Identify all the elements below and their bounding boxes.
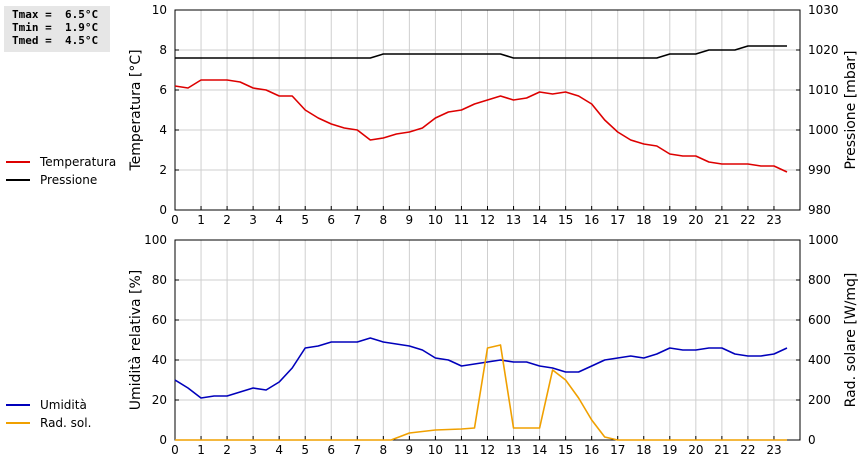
y2-tick-label: 1030 [808, 3, 839, 17]
x-tick-label: 3 [249, 443, 257, 457]
x-tick-label: 16 [584, 443, 599, 457]
x-tick-label: 22 [740, 443, 755, 457]
x-tick-label: 20 [688, 443, 703, 457]
x-tick-label: 12 [480, 443, 495, 457]
y2-tick-label: 0 [808, 433, 816, 447]
series-line-rad-sol- [175, 344, 787, 441]
x-tick-label: 16 [584, 213, 599, 227]
x-tick-label: 1 [197, 443, 205, 457]
x-tick-label: 5 [301, 213, 309, 227]
x-tick-label: 23 [766, 443, 781, 457]
legend-item: Pressione [6, 171, 116, 189]
y2-tick-label: 980 [808, 203, 831, 217]
x-tick-label: 13 [506, 213, 521, 227]
stats-box: Tmax = 6.5°C Tmin = 1.9°C Tmed = 4.5°C [4, 6, 110, 52]
legend-label: Pressione [40, 173, 98, 187]
legend-item: Rad. sol. [6, 414, 91, 432]
y-tick-label: 40 [152, 353, 167, 367]
x-tick-label: 22 [740, 213, 755, 227]
y-axis-title: Umidità relativa [%] [128, 270, 144, 411]
x-tick-label: 14 [532, 443, 547, 457]
x-tick-label: 10 [428, 213, 443, 227]
x-tick-label: 12 [480, 213, 495, 227]
y-axis-title: Temperatura [°C] [128, 49, 144, 171]
x-tick-label: 8 [380, 443, 388, 457]
x-tick-label: 18 [636, 443, 651, 457]
series-line-pressione [175, 45, 787, 59]
x-tick-label: 1 [197, 213, 205, 227]
x-tick-label: 13 [506, 443, 521, 457]
y2-tick-label: 1010 [808, 83, 839, 97]
legend-item: Umidità [6, 396, 91, 414]
y2-tick-label: 1000 [808, 123, 839, 137]
y-tick-label: 100 [144, 233, 167, 247]
x-tick-label: 7 [353, 443, 361, 457]
legend-swatch [6, 161, 30, 163]
legend-top: Temperatura Pressione [6, 153, 116, 189]
y-tick-label: 6 [159, 83, 167, 97]
x-tick-label: 11 [454, 443, 469, 457]
x-tick-label: 23 [766, 213, 781, 227]
y-tick-label: 2 [159, 163, 167, 177]
x-tick-label: 17 [610, 213, 625, 227]
tmax-label: Tmax = 6.5°C [12, 8, 99, 21]
x-tick-label: 17 [610, 443, 625, 457]
y2-tick-label: 990 [808, 163, 831, 177]
legend-swatch [6, 179, 30, 181]
x-tick-label: 21 [714, 213, 729, 227]
y-tick-label: 0 [159, 203, 167, 217]
legend-label: Umidità [40, 398, 87, 412]
x-tick-label: 20 [688, 213, 703, 227]
x-tick-label: 4 [275, 213, 283, 227]
x-tick-label: 9 [406, 443, 414, 457]
y-tick-label: 4 [159, 123, 167, 137]
x-tick-label: 21 [714, 443, 729, 457]
legend-label: Rad. sol. [40, 416, 92, 430]
tmin-label: Tmin = 1.9°C [12, 21, 99, 34]
y-tick-label: 0 [159, 433, 167, 447]
legend-bottom: Umidità Rad. sol. [6, 396, 91, 432]
x-tick-label: 8 [380, 213, 388, 227]
legend-label: Temperatura [40, 155, 117, 169]
x-tick-label: 0 [171, 213, 179, 227]
x-tick-label: 15 [558, 213, 573, 227]
x-tick-label: 18 [636, 213, 651, 227]
y-tick-label: 10 [152, 3, 167, 17]
legend-item: Temperatura [6, 153, 116, 171]
y-tick-label: 20 [152, 393, 167, 407]
x-tick-label: 2 [223, 213, 231, 227]
x-tick-label: 4 [275, 443, 283, 457]
y2-tick-label: 400 [808, 353, 831, 367]
y-tick-label: 80 [152, 273, 167, 287]
x-tick-label: 2 [223, 443, 231, 457]
x-tick-label: 19 [662, 213, 677, 227]
x-tick-label: 10 [428, 443, 443, 457]
x-tick-label: 11 [454, 213, 469, 227]
legend-swatch [6, 404, 30, 406]
legend-swatch [6, 422, 30, 424]
x-tick-label: 5 [301, 443, 309, 457]
tmed-label: Tmed = 4.5°C [12, 34, 99, 47]
x-tick-label: 9 [406, 213, 414, 227]
x-tick-label: 19 [662, 443, 677, 457]
y2-axis-title: Pressione [mbar] [843, 50, 859, 169]
series-line-temperatura [174, 79, 788, 173]
x-tick-label: 3 [249, 213, 257, 227]
y2-tick-label: 800 [808, 273, 831, 287]
series-line-umidit- [174, 337, 788, 399]
x-tick-label: 6 [327, 213, 335, 227]
y-tick-label: 60 [152, 313, 167, 327]
x-tick-label: 14 [532, 213, 547, 227]
y2-axis-title: Rad. solare [W/mq] [843, 273, 859, 408]
y2-tick-label: 1020 [808, 43, 839, 57]
x-tick-label: 15 [558, 443, 573, 457]
x-tick-label: 0 [171, 443, 179, 457]
y2-tick-label: 600 [808, 313, 831, 327]
y2-tick-label: 200 [808, 393, 831, 407]
x-tick-label: 7 [353, 213, 361, 227]
y2-tick-label: 1000 [808, 233, 839, 247]
y-tick-label: 8 [159, 43, 167, 57]
x-tick-label: 6 [327, 443, 335, 457]
